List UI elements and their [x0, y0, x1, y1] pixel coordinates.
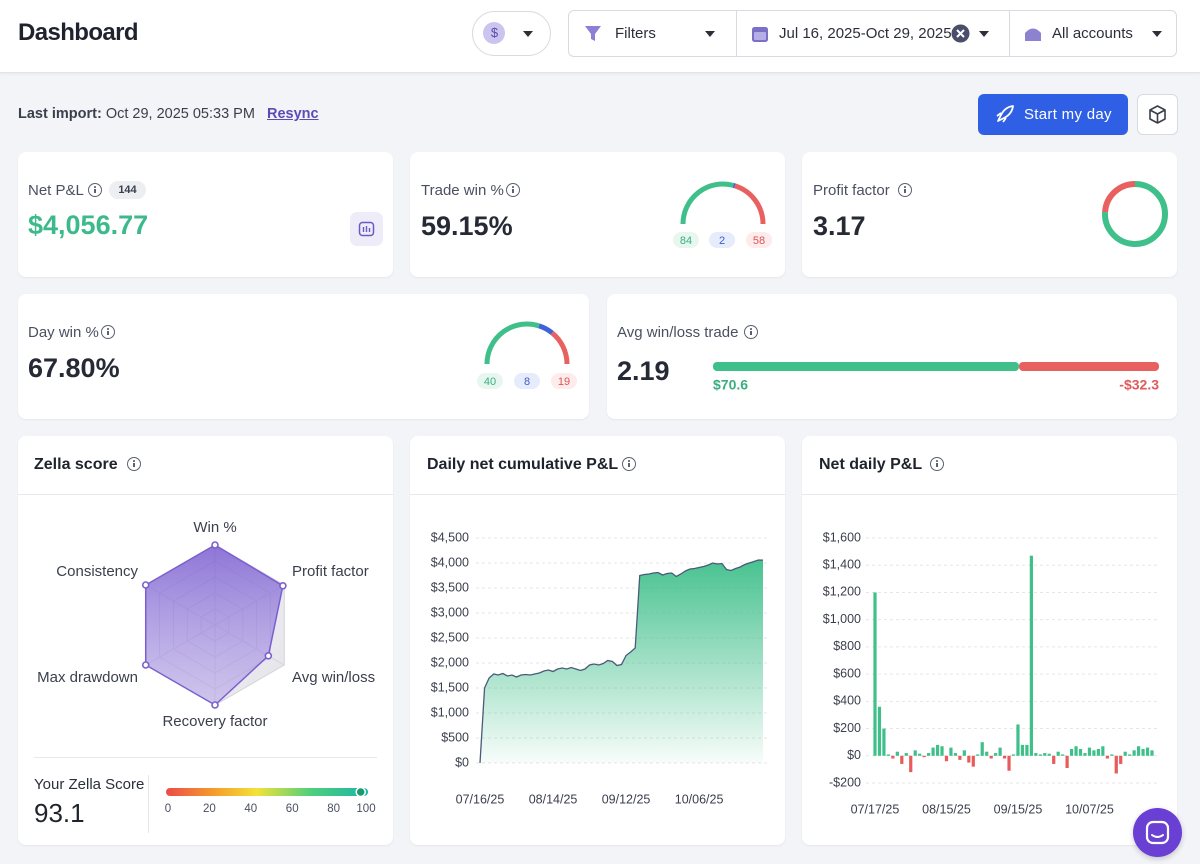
net-pnl-value: $4,056.77 — [28, 210, 149, 240]
account-icon — [1025, 28, 1041, 41]
currency-badge — [483, 22, 505, 44]
filters-label[interactable]: Filters — [615, 25, 656, 42]
divider — [802, 494, 1177, 495]
currency-symbol: $ — [490, 25, 499, 40]
divider — [148, 775, 149, 833]
chat-frame — [1145, 820, 1170, 845]
net-pnl-card — [18, 152, 393, 277]
day-win-value: 67.80% — [28, 353, 120, 383]
daily-card — [802, 436, 1177, 845]
caret — [979, 31, 989, 37]
info-icon[interactable] — [88, 183, 102, 197]
card-label: Net P&L — [28, 182, 84, 199]
card-label: Trade win % — [421, 182, 504, 199]
chat-smile — [1151, 834, 1164, 838]
info-icon[interactable] — [744, 325, 758, 339]
divider — [736, 11, 737, 56]
funnel — [585, 26, 601, 41]
trade-count-badge — [109, 181, 146, 199]
divider — [410, 494, 785, 495]
divider — [34, 757, 377, 758]
start-day-button[interactable] — [978, 94, 1128, 135]
trade-count: 144 — [118, 184, 137, 196]
clear-cross — [956, 29, 965, 38]
accounts-select[interactable]: All accounts — [1052, 25, 1133, 42]
icon-frame — [358, 221, 375, 237]
chat-button[interactable] — [1133, 808, 1182, 857]
zella-score-label: Your Zella Score — [34, 776, 145, 793]
clear-date[interactable] — [951, 24, 970, 43]
info-icon[interactable] — [930, 457, 944, 471]
divider — [1009, 11, 1010, 56]
cube-icon — [1149, 105, 1166, 124]
chart-title: Daily net cumulative P&L — [427, 456, 619, 473]
caret — [1152, 31, 1162, 37]
filter-bar — [568, 10, 1177, 57]
caret — [705, 31, 715, 37]
last-import-label: Last import: — [18, 106, 102, 122]
card-label: Avg win/loss trade — [617, 324, 739, 341]
rocket-icon — [996, 105, 1014, 123]
info-icon[interactable] — [622, 457, 636, 471]
caret — [523, 31, 533, 37]
score-scale — [166, 788, 368, 796]
profit-factor-value: 3.17 — [813, 211, 866, 241]
account-shape — [1025, 28, 1041, 41]
icon-bars — [362, 226, 371, 232]
card-label: Profit factor — [813, 182, 890, 199]
cumulative-card — [410, 436, 785, 845]
info-icon[interactable] — [101, 325, 115, 339]
calendar-grid — [754, 32, 766, 40]
filter-icon[interactable] — [584, 24, 602, 43]
rocket — [996, 105, 1014, 123]
resync-link[interactable]: Resync — [267, 106, 319, 122]
cube — [1149, 105, 1166, 124]
trade-win-value: 59.15% — [421, 211, 513, 241]
zella-score-value: 93.1 — [34, 798, 85, 828]
chart-title: Net daily P&L — [819, 456, 923, 473]
card-label: Day win % — [28, 324, 99, 341]
avg-win-loss-value: 2.19 — [617, 356, 670, 386]
date-range[interactable]: Jul 16, 2025-Oct 29, 2025 — [779, 25, 952, 42]
chart-toggle-icon — [358, 221, 375, 237]
info-icon[interactable] — [127, 457, 141, 471]
start-day-label[interactable]: Start my day — [1024, 106, 1112, 123]
page-title: Dashboard — [18, 19, 139, 46]
last-import-time: Oct 29, 2025 05:33 PM — [105, 106, 255, 122]
calendar-icon — [752, 27, 768, 42]
info-icon[interactable] — [898, 183, 912, 197]
info-icon[interactable] — [506, 183, 520, 197]
divider — [18, 494, 393, 495]
chat-icon — [1145, 820, 1170, 845]
chart-title: Zella score — [34, 456, 118, 473]
last-import: Last import: Oct 29, 2025 05:33 PM — [18, 107, 255, 122]
avg-win-loss-card — [607, 294, 1177, 419]
